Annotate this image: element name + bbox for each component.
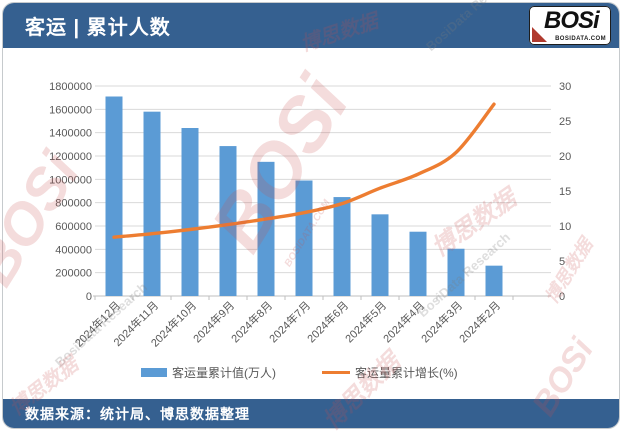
logo-domain-text: BOSIDATA.COM — [555, 36, 606, 42]
left-axis-tick-label: 1200000 — [49, 151, 92, 163]
bar-series-swatch-icon — [141, 368, 167, 377]
left-axis-tick-label: 1000000 — [49, 174, 92, 186]
line-series-label: 客运量累计增长(%) — [355, 366, 458, 380]
bar-2024年6月[interactable] — [333, 197, 351, 296]
logo-triangle-icon — [532, 27, 547, 42]
left-axis-tick-label: 1400000 — [49, 128, 92, 140]
logo-brand-text: BOSi — [544, 7, 600, 34]
bar-2024年11月[interactable] — [143, 111, 161, 297]
left-axis-tick-label: 400000 — [55, 244, 92, 256]
left-axis-tick-label: 800000 — [55, 198, 92, 210]
bar-2024年12月[interactable] — [105, 96, 123, 297]
bar-2024年9月[interactable] — [219, 146, 237, 296]
left-axis-tick-label: 600000 — [55, 221, 92, 233]
bar-2024年3月[interactable] — [447, 248, 465, 296]
page-title: 客运 | 累计人数 — [25, 17, 171, 39]
left-axis-tick-label: 200000 — [55, 268, 92, 280]
bar-2024年7月[interactable] — [295, 180, 313, 297]
legend-item-line-series[interactable]: 客运量累计增长(%) — [322, 364, 458, 381]
growth-line[interactable] — [112, 102, 496, 239]
title-bar: 客运 | 累计人数 — [3, 3, 619, 48]
bosi-logo: BOSi BOSIDATA.COM — [529, 6, 611, 45]
left-axis-tick-label: 1600000 — [49, 104, 92, 116]
line-series-swatch-icon — [322, 371, 350, 374]
bar-2024年4月[interactable] — [409, 231, 427, 296]
legend-item-bar-series[interactable]: 客运量累计值(万人) — [141, 364, 276, 381]
right-axis-tick-label: 15 — [559, 186, 571, 198]
right-axis-tick-label: 25 — [559, 116, 571, 128]
right-axis-tick-label: 30 — [559, 81, 571, 93]
source-bar: 数据来源：统计局、博思数据整理 — [3, 399, 619, 428]
data-source-note: 数据来源：统计局、博思数据整理 — [25, 405, 250, 422]
bar-2024年10月[interactable] — [181, 128, 199, 296]
right-axis-tick-label: 10 — [559, 221, 571, 233]
bar-2024年8月[interactable] — [257, 161, 275, 296]
left-axis-tick-label: 1800000 — [49, 81, 92, 93]
x-axis-label: 2024年2月 — [456, 298, 503, 345]
right-axis-tick-label: 20 — [559, 151, 571, 163]
right-axis-tick-label: 0 — [559, 291, 565, 303]
right-axis-tick-label: 5 — [559, 256, 565, 268]
left-axis-tick-label: 0 — [86, 291, 92, 303]
chart-legend: 客运量累计值(万人) 客运量累计增长(%) — [141, 364, 458, 381]
bar-2024年5月[interactable] — [371, 214, 389, 296]
chart-canvas: 0 200000 400000 600000 800000 1000000 1200000 1… — [49, 81, 571, 350]
bar-2024年2月[interactable] — [485, 265, 503, 296]
bar-series-label: 客运量累计值(万人) — [172, 366, 276, 380]
